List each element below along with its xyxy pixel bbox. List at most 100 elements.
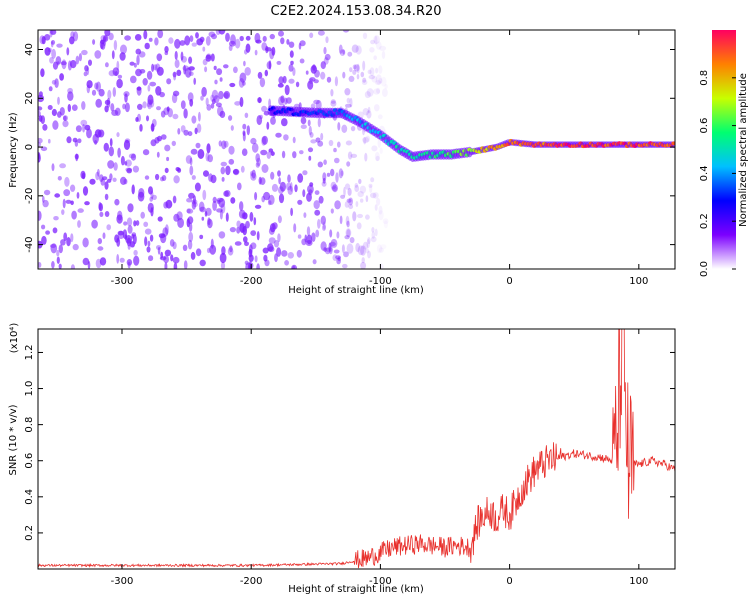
- noise-blob: [278, 76, 284, 85]
- noise-blob: [62, 115, 67, 121]
- noise-blob: [362, 77, 367, 83]
- noise-blob: [50, 244, 57, 248]
- noise-blob: [104, 181, 109, 190]
- noise-blob: [345, 215, 350, 226]
- noise-blob: [63, 232, 68, 241]
- noise-blob: [330, 168, 335, 177]
- noise-blob: [176, 69, 182, 77]
- x-tick-label: -300: [111, 276, 134, 287]
- noise-blob: [108, 146, 115, 157]
- noise-blob: [296, 249, 302, 258]
- noise-blob: [370, 177, 375, 183]
- noise-blob: [164, 46, 169, 53]
- noise-blob: [205, 152, 210, 162]
- x-tick-label: -300: [111, 576, 134, 587]
- noise-blob: [130, 75, 137, 84]
- noise-blob: [144, 175, 150, 180]
- noise-blob: [139, 69, 146, 74]
- noise-blob: [299, 150, 304, 155]
- colorbar-label: Normalized spectral amplitude: [738, 73, 749, 227]
- noise-blob: [191, 175, 196, 180]
- figure-title: C2E2.2024.153.08.34.R20: [270, 4, 441, 19]
- noise-blob: [83, 71, 88, 77]
- noise-blob: [142, 78, 148, 86]
- noise-blob: [106, 97, 111, 108]
- noise-blob: [59, 107, 65, 116]
- noise-blob: [360, 198, 364, 203]
- noise-blob: [59, 163, 66, 169]
- noise-blob: [353, 64, 360, 72]
- noise-blob: [341, 244, 345, 254]
- noise-blob: [223, 190, 229, 197]
- noise-blob: [372, 192, 379, 199]
- noise-blob: [84, 65, 89, 72]
- noise-blob: [186, 208, 191, 214]
- noise-blob: [352, 69, 357, 75]
- noise-blob: [97, 246, 104, 251]
- noise-blob: [191, 200, 197, 210]
- noise-blob: [254, 49, 258, 56]
- noise-blob: [244, 67, 251, 76]
- noise-blob: [345, 140, 352, 146]
- noise-blob: [216, 197, 224, 203]
- noise-blob: [173, 213, 180, 222]
- noise-blob: [67, 91, 74, 101]
- noise-blob: [149, 99, 155, 108]
- noise-blob: [365, 135, 371, 143]
- noise-blob: [95, 171, 100, 181]
- noise-blob: [324, 53, 331, 61]
- noise-blob: [69, 60, 77, 69]
- noise-blob: [172, 113, 179, 120]
- noise-blob: [255, 153, 260, 163]
- noise-blob: [277, 170, 281, 177]
- noise-blob: [135, 220, 140, 226]
- noise-blob: [218, 30, 226, 35]
- noise-blob: [117, 74, 123, 79]
- noise-blob: [262, 247, 269, 254]
- noise-blob: [78, 53, 82, 62]
- noise-blob: [356, 222, 362, 230]
- noise-blob: [373, 35, 380, 44]
- noise-blob: [267, 243, 274, 252]
- noise-blob: [261, 164, 269, 173]
- noise-blob: [384, 221, 388, 229]
- noise-blob: [213, 65, 217, 71]
- noise-blob: [375, 155, 380, 161]
- y-tick-label: 0.4: [24, 489, 35, 505]
- noise-blob: [346, 97, 351, 104]
- noise-blob: [212, 200, 218, 211]
- noise-blob: [279, 181, 286, 192]
- noise-blob: [120, 155, 125, 166]
- noise-blob: [305, 70, 309, 75]
- noise-blob: [119, 257, 125, 263]
- noise-blob: [223, 92, 229, 99]
- noise-blob: [171, 93, 178, 104]
- noise-blob: [104, 193, 109, 201]
- noise-blob: [77, 208, 84, 213]
- noise-blob: [38, 106, 43, 111]
- noise-blob: [195, 142, 201, 149]
- noise-blob: [142, 101, 147, 109]
- noise-blob: [80, 170, 86, 179]
- noise-blob: [243, 236, 248, 243]
- noise-blob: [182, 244, 188, 251]
- noise-blob: [174, 50, 178, 60]
- noise-blob: [229, 82, 236, 88]
- noise-blob: [354, 184, 360, 193]
- noise-blob: [366, 239, 370, 249]
- noise-blob: [112, 177, 117, 182]
- noise-blob: [86, 84, 91, 94]
- noise-blob: [108, 32, 114, 41]
- x-tick-label: 0: [506, 576, 512, 587]
- noise-blob: [157, 246, 161, 255]
- noise-blob: [303, 212, 307, 218]
- noise-blob: [346, 243, 354, 254]
- noise-blob: [330, 99, 336, 104]
- noise-blob: [365, 214, 370, 220]
- noise-blob: [344, 235, 350, 240]
- noise-blob: [166, 106, 170, 112]
- noise-blob: [330, 89, 334, 97]
- noise-blob: [307, 184, 314, 194]
- noise-blob: [56, 43, 63, 48]
- noise-blob: [266, 61, 272, 70]
